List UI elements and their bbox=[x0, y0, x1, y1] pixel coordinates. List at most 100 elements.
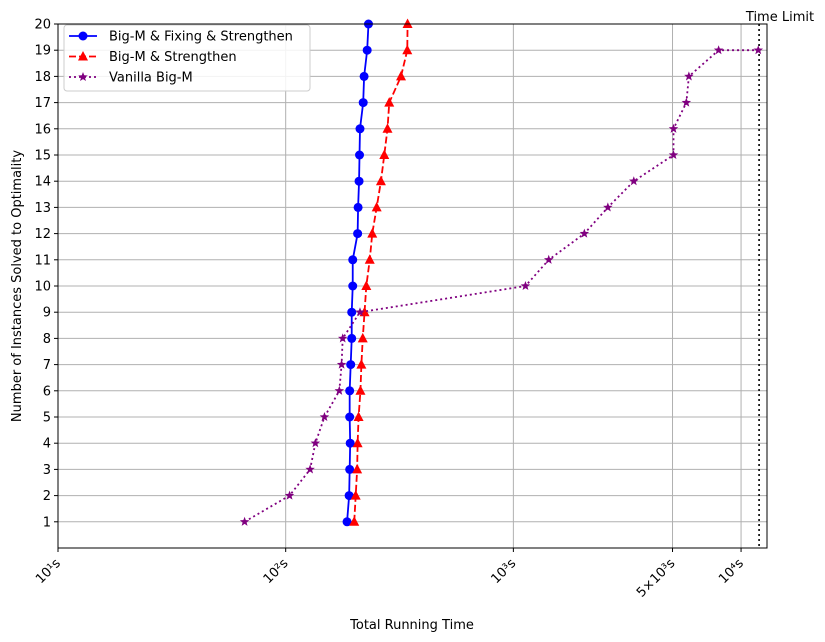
data-point bbox=[347, 307, 357, 317]
data-point bbox=[352, 437, 363, 448]
series-1 bbox=[342, 19, 373, 527]
data-point bbox=[371, 201, 382, 212]
data-point bbox=[579, 228, 590, 238]
y-tick-label: 1 bbox=[43, 515, 51, 530]
data-point bbox=[357, 332, 368, 343]
data-point bbox=[384, 97, 395, 107]
x-tick-label: 10⁴s bbox=[716, 556, 747, 587]
data-point bbox=[713, 45, 724, 55]
y-tick-label: 19 bbox=[34, 44, 51, 59]
data-point bbox=[344, 491, 354, 501]
data-point bbox=[78, 31, 88, 41]
x-tick-label: 10¹s bbox=[33, 556, 64, 587]
data-point bbox=[362, 45, 372, 55]
data-point bbox=[349, 516, 360, 526]
data-point bbox=[367, 228, 378, 238]
y-tick-label: 13 bbox=[34, 201, 51, 216]
y-tick-label: 8 bbox=[43, 332, 51, 347]
time-limit-label: Time Limit bbox=[745, 10, 814, 25]
series-3 bbox=[239, 45, 764, 526]
y-tick-label: 3 bbox=[43, 463, 51, 478]
data-point bbox=[345, 386, 355, 396]
data-point bbox=[753, 45, 764, 55]
data-point bbox=[347, 333, 357, 343]
data-point bbox=[668, 150, 679, 160]
data-point bbox=[382, 123, 393, 133]
data-point bbox=[355, 307, 365, 317]
data-point bbox=[337, 333, 348, 343]
data-point bbox=[681, 97, 692, 107]
plot-series bbox=[239, 18, 764, 527]
x-axis-label: Total Running Time bbox=[349, 618, 474, 633]
data-point bbox=[353, 411, 364, 421]
y-tick-label: 20 bbox=[34, 18, 51, 33]
data-point bbox=[668, 123, 679, 133]
y-axis-label: Number of Instances Solved to Optimality bbox=[10, 150, 25, 422]
legend-label: Big-M & Fixing & Strengthen bbox=[109, 30, 293, 45]
data-point bbox=[379, 149, 390, 159]
y-tick-label: 16 bbox=[34, 122, 51, 137]
y-tick-label: 2 bbox=[43, 489, 51, 504]
data-point bbox=[402, 18, 413, 28]
legend-label: Big-M & Strengthen bbox=[109, 50, 237, 65]
x-tick-label: 10²s bbox=[261, 556, 292, 587]
y-tick-label: 9 bbox=[43, 306, 51, 321]
data-point bbox=[284, 490, 295, 500]
legend-label: Vanilla Big-M bbox=[109, 71, 193, 86]
y-tick-label: 6 bbox=[43, 384, 51, 399]
x-tick-label: 10³s bbox=[488, 556, 519, 587]
data-point bbox=[348, 255, 358, 265]
data-point bbox=[239, 516, 250, 526]
data-point bbox=[358, 98, 368, 108]
x-axis-ticks: 10¹s 10²s 10³s 5×10³s 10⁴s bbox=[33, 548, 747, 601]
data-point bbox=[355, 385, 366, 395]
data-point bbox=[334, 385, 345, 395]
gridlines bbox=[57, 23, 767, 548]
data-point bbox=[520, 281, 531, 291]
data-point bbox=[310, 438, 321, 448]
y-tick-label: 17 bbox=[34, 96, 51, 111]
data-point bbox=[354, 176, 364, 186]
data-point bbox=[355, 124, 365, 134]
data-point bbox=[350, 490, 361, 500]
data-point bbox=[345, 464, 355, 474]
data-point bbox=[402, 44, 413, 55]
data-point bbox=[346, 360, 356, 370]
data-point bbox=[603, 202, 613, 212]
data-point bbox=[364, 254, 375, 264]
y-tick-label: 12 bbox=[34, 227, 51, 242]
series-line bbox=[244, 49, 759, 523]
data-point bbox=[684, 71, 694, 81]
data-point bbox=[345, 438, 355, 448]
data-point bbox=[356, 359, 367, 369]
y-tick-label: 5 bbox=[43, 411, 51, 426]
data-point bbox=[352, 463, 363, 474]
data-point bbox=[353, 229, 363, 239]
y-tick-label: 4 bbox=[43, 437, 51, 452]
y-tick-label: 14 bbox=[34, 175, 51, 190]
data-point bbox=[355, 150, 365, 160]
data-point bbox=[305, 464, 315, 474]
data-point bbox=[342, 517, 352, 527]
y-tick-label: 11 bbox=[34, 253, 51, 268]
data-point bbox=[396, 70, 407, 81]
data-point bbox=[629, 176, 639, 186]
data-point bbox=[78, 51, 88, 61]
data-point bbox=[361, 280, 372, 290]
data-point bbox=[375, 175, 386, 186]
y-tick-label: 10 bbox=[34, 280, 51, 295]
data-point bbox=[336, 359, 347, 369]
data-point bbox=[319, 412, 330, 422]
y-tick-label: 15 bbox=[34, 149, 51, 164]
data-point bbox=[353, 202, 363, 212]
data-point bbox=[345, 412, 355, 422]
legend-box bbox=[63, 24, 311, 92]
legend: Big-M & Fixing & Strengthen Big-M & Stren… bbox=[63, 24, 311, 92]
data-point bbox=[543, 254, 554, 264]
data-point bbox=[348, 281, 358, 291]
y-tick-label: 7 bbox=[43, 358, 51, 373]
y-tick-label: 18 bbox=[34, 70, 51, 85]
x-tick-label: 5×10³s bbox=[634, 556, 678, 600]
